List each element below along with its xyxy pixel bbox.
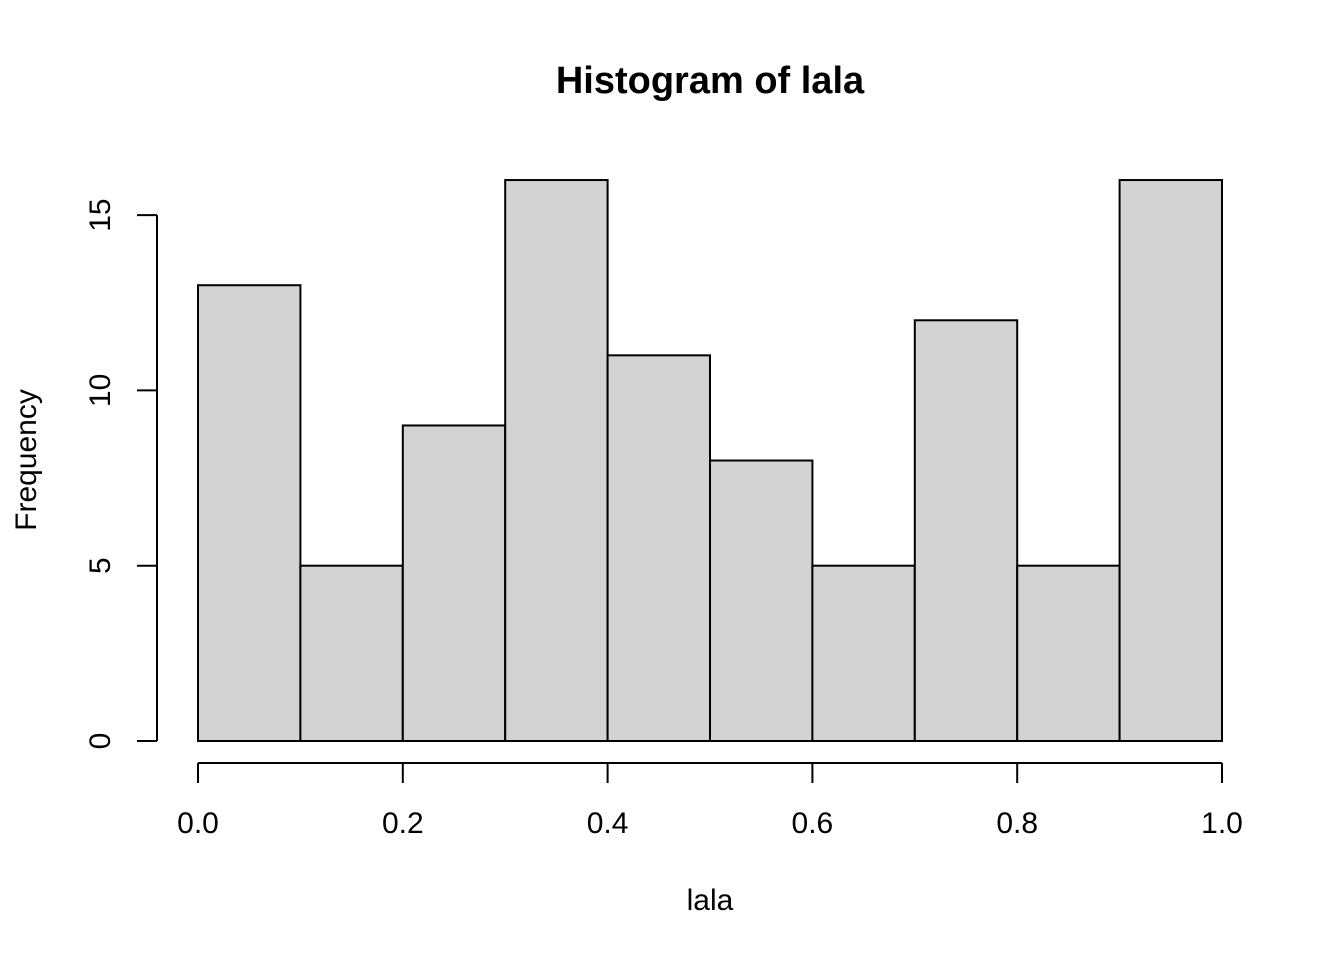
x-tick-label: 0.8	[996, 807, 1038, 840]
x-tick-label: 0.0	[177, 807, 219, 840]
y-axis-label: Frequency	[10, 389, 43, 531]
histogram-bar	[299, 564, 404, 743]
histogram-bar	[811, 564, 916, 743]
histogram-bar	[401, 424, 507, 742]
x-tick-label: 1.0	[1201, 807, 1243, 840]
chart-title: Histogram of lala	[556, 60, 865, 102]
histogram-bar	[197, 284, 302, 742]
histogram-bar	[504, 179, 609, 743]
y-tick-label: 10	[84, 374, 117, 407]
y-tick-label: 0	[84, 733, 117, 750]
x-axis: 0.0 0.2 0.4 0.6 0.8 1.0	[177, 762, 1243, 840]
x-tick-label: 0.6	[792, 807, 834, 840]
y-tick-label: 15	[84, 198, 117, 231]
x-axis-label: lala	[687, 884, 734, 917]
y-tick-label: 5	[84, 557, 117, 574]
histogram-bar	[1016, 564, 1121, 743]
histogram-bar	[1118, 179, 1223, 743]
x-tick-label: 0.4	[587, 807, 629, 840]
histogram-bar	[606, 354, 711, 742]
bars-group	[197, 179, 1223, 743]
y-axis: 0 5 10 15	[84, 198, 158, 750]
x-tick-label: 0.2	[382, 807, 424, 840]
histogram-bar	[913, 319, 1019, 742]
histogram-bar	[709, 459, 814, 742]
